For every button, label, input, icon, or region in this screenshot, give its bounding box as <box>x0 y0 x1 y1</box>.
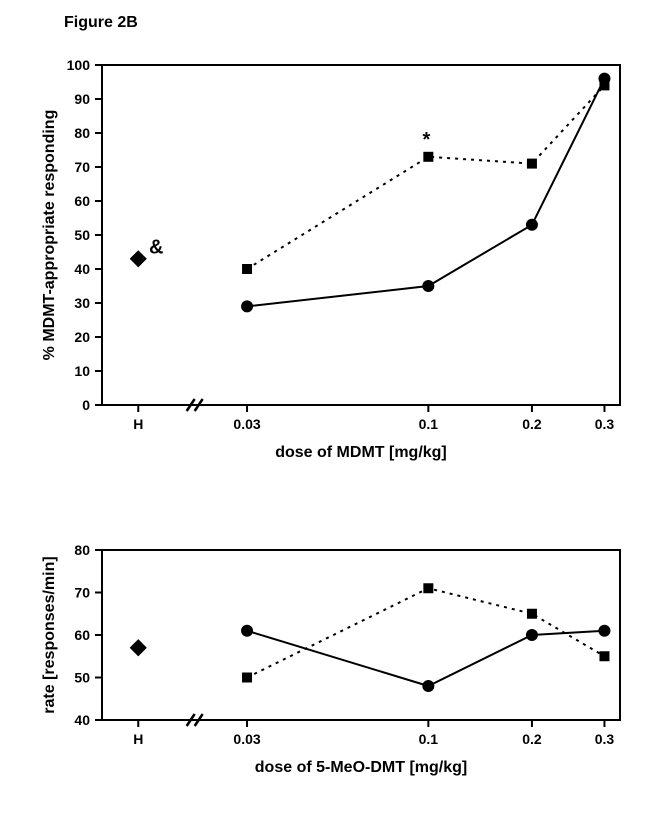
svg-text:0: 0 <box>82 397 90 413</box>
svg-text:100: 100 <box>67 57 91 73</box>
svg-text:0.2: 0.2 <box>522 731 542 747</box>
svg-text:40: 40 <box>74 261 90 277</box>
bottom-chart: 40 50 60 70 80 rate [responses/min] H 0.03 0.1 0.… <box>30 540 630 800</box>
figure-title: Figure 2B <box>64 14 138 32</box>
svg-text:dose of MDMT [mg/kg]: dose of MDMT [mg/kg] <box>275 444 447 461</box>
svg-text:20: 20 <box>74 329 90 345</box>
svg-text:80: 80 <box>74 125 90 141</box>
svg-text:10: 10 <box>74 363 90 379</box>
svg-text:0.03: 0.03 <box>233 416 260 432</box>
svg-text:0.1: 0.1 <box>419 416 439 432</box>
svg-text:70: 70 <box>74 585 90 601</box>
svg-text:0.3: 0.3 <box>595 416 615 432</box>
top-chart: 0 10 20 30 40 50 60 70 80 90 100 % MDMT-appropriate… <box>30 50 630 480</box>
svg-text:40: 40 <box>74 712 90 728</box>
svg-text:0.3: 0.3 <box>595 731 615 747</box>
svg-text:rate [responses/min]: rate [responses/min] <box>41 556 58 713</box>
svg-text:*: * <box>422 129 430 151</box>
svg-text:60: 60 <box>74 627 90 643</box>
svg-text:90: 90 <box>74 91 90 107</box>
svg-text:30: 30 <box>74 295 90 311</box>
svg-text:80: 80 <box>74 542 90 558</box>
svg-text:% MDMT-appropriate responding: % MDMT-appropriate responding <box>41 110 58 361</box>
svg-text:H: H <box>133 731 143 747</box>
svg-text:70: 70 <box>74 159 90 175</box>
svg-text:H: H <box>133 416 143 432</box>
svg-text:&: & <box>149 236 163 258</box>
svg-text:0.1: 0.1 <box>419 731 439 747</box>
svg-text:50: 50 <box>74 670 90 686</box>
svg-text:50: 50 <box>74 227 90 243</box>
svg-text:0.03: 0.03 <box>233 731 260 747</box>
svg-text:dose of 5-MeO-DMT [mg/kg]: dose of 5-MeO-DMT [mg/kg] <box>255 759 467 776</box>
svg-text:0.2: 0.2 <box>522 416 542 432</box>
svg-text:60: 60 <box>74 193 90 209</box>
